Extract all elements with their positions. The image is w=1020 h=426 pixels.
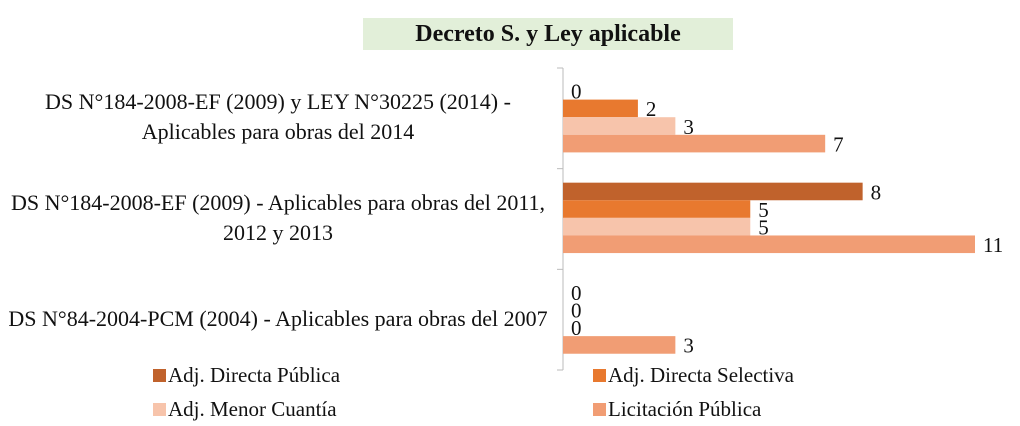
chart-title: Decreto S. y Ley aplicable (363, 18, 733, 50)
legend-swatch (593, 369, 606, 382)
data-label: 0 (571, 316, 582, 340)
bar (563, 134, 826, 153)
data-label: 5 (758, 198, 769, 222)
legend-swatch (153, 403, 166, 416)
legend-swatch (593, 403, 606, 416)
legend-label: Adj. Directa Selectiva (608, 363, 795, 387)
data-label: 2 (646, 97, 657, 121)
data-label: 8 (871, 180, 882, 204)
bar (563, 182, 863, 201)
category-label: DS N°84-2004-PCM (2004) - Aplicables par… (8, 305, 548, 331)
legend-label: Adj. Menor Cuantía (168, 397, 337, 421)
category-label: DS N°184-2008-EF (2009) - Aplicables par… (10, 189, 546, 245)
bar (563, 235, 975, 254)
legend-label: Licitación Pública (608, 397, 762, 421)
data-label: 0 (571, 299, 582, 323)
data-label: 5 (758, 215, 769, 239)
data-label: 11 (983, 233, 1003, 257)
data-label: 0 (571, 80, 582, 104)
data-label: 7 (833, 132, 844, 156)
legend-label: Adj. Directa Pública (168, 363, 341, 387)
data-label: 3 (683, 334, 694, 358)
bar (563, 200, 751, 218)
category-label: DS N°184-2008-EF (2009) y LEY N°30225 (2… (45, 89, 511, 145)
data-label: 3 (683, 115, 694, 139)
bar (563, 99, 638, 118)
bar (563, 217, 751, 236)
data-label: 0 (571, 281, 582, 305)
bar (563, 336, 676, 354)
bar (563, 117, 676, 135)
legend-swatch (153, 369, 166, 382)
